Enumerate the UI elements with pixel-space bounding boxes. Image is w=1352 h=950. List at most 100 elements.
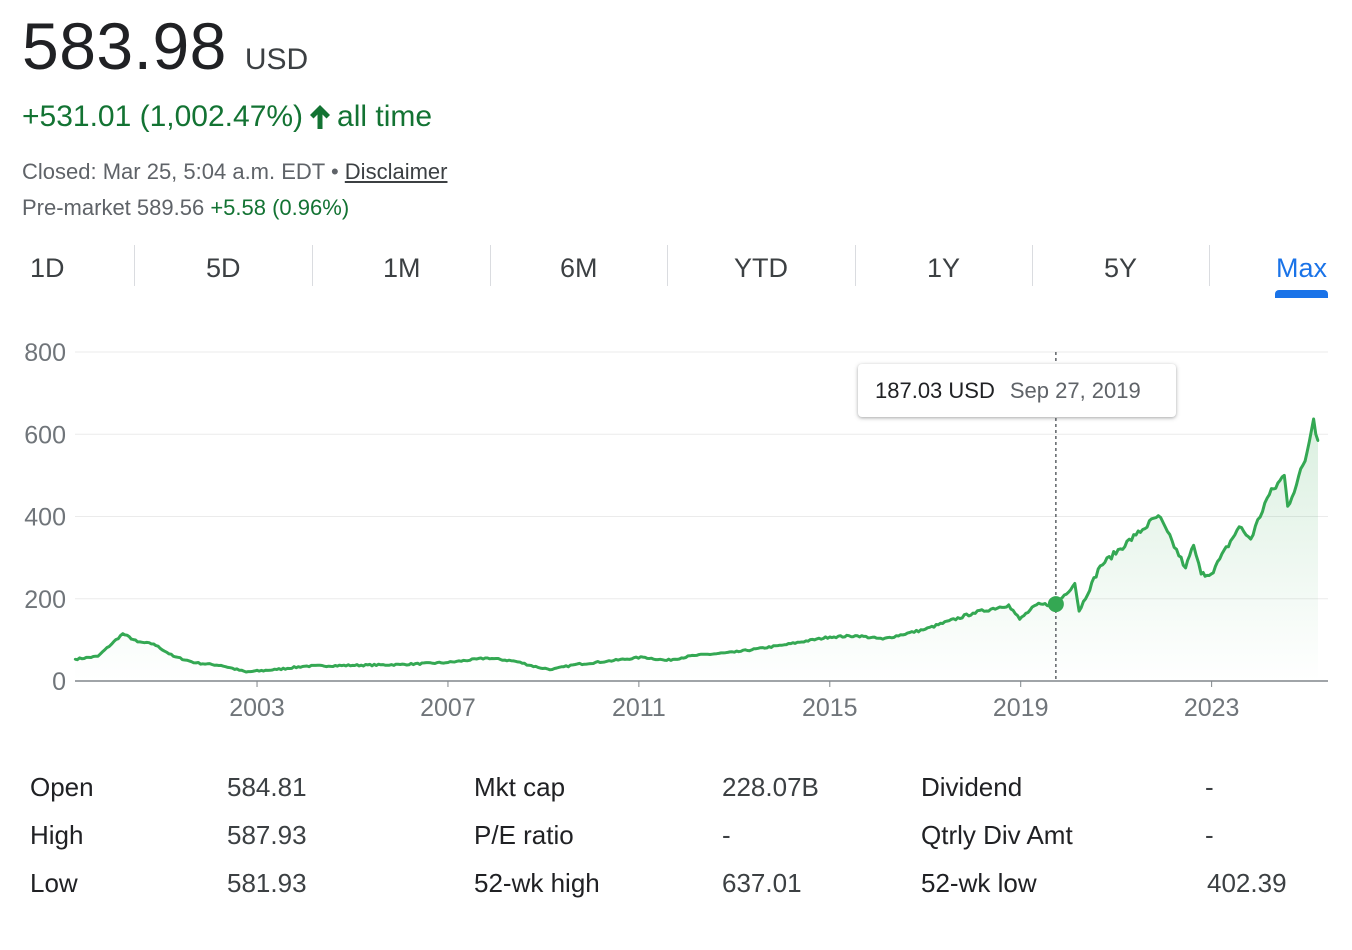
data-point	[446, 661, 450, 664]
data-point	[1316, 439, 1320, 443]
data-point	[693, 654, 696, 657]
data-point	[1286, 505, 1289, 508]
premarket-info: Pre-market 589.56 +5.58 (0.96%)	[22, 195, 349, 221]
closed-text: Closed: Mar 25, 5:04 a.m. EDT	[22, 159, 325, 184]
x-tick-label: 2023	[1184, 694, 1240, 722]
data-point	[1077, 609, 1081, 613]
price-line	[74, 417, 1320, 674]
x-tick-label: 2011	[612, 694, 666, 722]
data-point	[1018, 618, 1021, 621]
y-tick-label: 600	[24, 421, 66, 449]
x-tick-label: 2003	[229, 694, 285, 722]
data-point	[172, 655, 175, 658]
data-point	[551, 668, 554, 671]
data-point	[1073, 582, 1077, 585]
tab-ytd[interactable]: YTD	[734, 252, 788, 283]
stat-value-52wk-low: 402.39	[1207, 868, 1287, 898]
data-point	[828, 635, 831, 639]
tab-6m[interactable]: 6M	[560, 252, 598, 283]
data-point	[121, 632, 125, 635]
price-area	[75, 419, 1318, 681]
x-tick-label: 2007	[420, 694, 476, 722]
data-point	[351, 664, 354, 667]
data-point	[971, 611, 975, 615]
tab-5d[interactable]: 5D	[206, 252, 241, 283]
tab-divider	[667, 245, 668, 286]
data-point	[275, 668, 278, 671]
tab-5y[interactable]: 5Y	[1104, 252, 1138, 283]
data-point	[1035, 603, 1038, 607]
tab-1m[interactable]: 1M	[383, 252, 421, 283]
current-price: 583.98	[22, 9, 227, 83]
tooltip-date: Sep 27, 2019	[1009, 377, 1141, 403]
data-point	[1099, 564, 1102, 568]
data-point	[486, 656, 489, 660]
data-point	[1238, 525, 1241, 528]
data-point	[881, 637, 885, 641]
tooltip-price: 187.03 USD	[875, 377, 995, 403]
active-tab-indicator	[1275, 290, 1328, 298]
data-point	[73, 658, 77, 661]
data-point	[1249, 537, 1252, 541]
quote-header: 583.98 USD	[22, 8, 308, 84]
y-tick-label: 400	[24, 504, 66, 532]
premarket-price: Pre-market 589.56	[22, 195, 205, 220]
y-tick-label: 800	[24, 339, 66, 367]
price-change: +531.01 (1,002.47%)	[22, 100, 304, 133]
market-status: Closed: Mar 25, 5:04 a.m. EDT • Disclaim…	[22, 159, 447, 185]
stat-value-52wk-high: 637.01	[722, 868, 802, 898]
data-point	[665, 659, 668, 662]
data-point	[924, 627, 927, 631]
x-tick-label: 2015	[802, 694, 858, 722]
stat-value-mkt-cap: 228.07B	[722, 772, 819, 802]
data-point	[1303, 459, 1307, 463]
change-summary: +531.01 (1,002.47%) all time	[22, 100, 432, 134]
tab-divider	[312, 245, 313, 286]
tab-max[interactable]: Max	[1276, 252, 1328, 283]
data-point	[514, 660, 517, 663]
stat-label-high: High	[30, 820, 84, 850]
stat-label-open: Open	[30, 772, 94, 802]
tab-divider	[490, 245, 491, 286]
x-tick-label: 2019	[993, 694, 1049, 722]
data-point	[194, 661, 198, 665]
data-point	[136, 640, 139, 644]
stat-label-52wk-low: 52-wk low	[921, 868, 1037, 898]
data-point	[1283, 474, 1286, 477]
data-point	[1134, 533, 1138, 537]
stat-label-52wk-high: 52-wk high	[474, 868, 600, 898]
separator-dot: •	[330, 159, 339, 184]
data-point	[152, 642, 155, 646]
tab-divider	[855, 245, 856, 286]
stat-value-high: 587.93	[227, 820, 307, 850]
price-chart[interactable]: 0 200 400 600 800 2003 2007 2011 2015 2019 2023	[0, 330, 1352, 730]
range-tabs: 1D 5D 1M 6M YTD 1Y 5Y Max	[0, 240, 1352, 300]
data-point	[1312, 417, 1315, 421]
stat-value-qtrly-div: -	[1205, 820, 1214, 850]
data-point	[1265, 496, 1269, 500]
stat-label-pe-ratio: P/E ratio	[474, 820, 574, 850]
data-point	[1007, 603, 1010, 607]
data-point	[219, 664, 223, 667]
tab-divider	[1032, 245, 1033, 286]
stat-label-mkt-cap: Mkt cap	[474, 772, 566, 802]
tab-1d[interactable]: 1D	[30, 252, 65, 283]
data-point	[641, 655, 645, 659]
data-point	[605, 660, 609, 663]
data-point	[1054, 602, 1058, 606]
data-point	[303, 664, 306, 668]
disclaimer-link[interactable]: Disclaimer	[344, 159, 448, 184]
stat-label-low: Low	[30, 868, 78, 898]
tab-divider	[1209, 245, 1210, 286]
data-point	[1199, 572, 1203, 576]
change-period: all time	[337, 100, 433, 133]
stat-value-pe-ratio: -	[722, 820, 731, 850]
tab-1y[interactable]: 1Y	[927, 252, 961, 283]
stat-value-open: 584.81	[227, 772, 307, 802]
data-point	[780, 644, 784, 647]
tab-divider	[134, 245, 135, 286]
stat-value-dividend: -	[1205, 772, 1214, 802]
y-tick-label: 0	[52, 668, 66, 696]
y-tick-label: 200	[24, 586, 66, 614]
data-point	[1192, 544, 1195, 547]
